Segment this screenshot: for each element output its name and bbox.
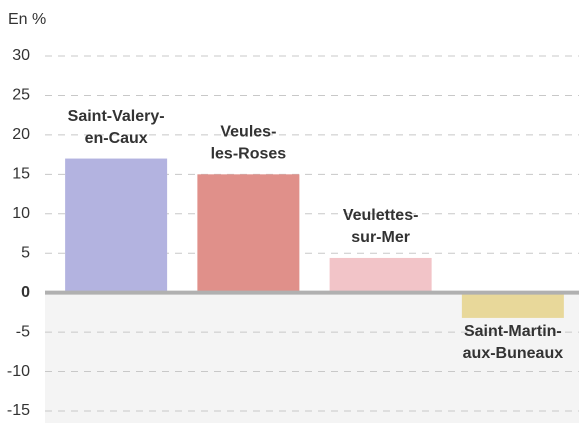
y-tick-label: 20 xyxy=(12,126,30,143)
category-label: Saint-Martin- xyxy=(464,323,562,340)
y-tick-label: 25 xyxy=(12,87,30,104)
category-label: Veulettes- xyxy=(343,207,419,224)
category-label: en-Caux xyxy=(85,130,148,147)
y-tick-label: -5 xyxy=(16,323,30,340)
y-tick-label: -10 xyxy=(7,363,30,380)
bar xyxy=(329,257,432,293)
category-label: sur-Mer xyxy=(351,229,410,246)
y-tick-label: 15 xyxy=(12,166,30,183)
category-label: Saint-Valery- xyxy=(68,108,165,125)
y-axis-label: En % xyxy=(8,11,46,28)
category-label: aux-Buneaux xyxy=(463,345,564,362)
y-tick-label: 5 xyxy=(21,244,30,261)
category-label: Veules- xyxy=(220,124,276,141)
category-label: les-Roses xyxy=(211,146,287,163)
y-tick-label: 10 xyxy=(12,205,30,222)
y-tick-label: 0 xyxy=(21,284,30,301)
bar xyxy=(197,174,300,293)
y-tick-label: -15 xyxy=(7,402,30,419)
bar xyxy=(461,292,564,318)
bar xyxy=(65,158,168,293)
y-tick-label: 30 xyxy=(12,47,30,64)
